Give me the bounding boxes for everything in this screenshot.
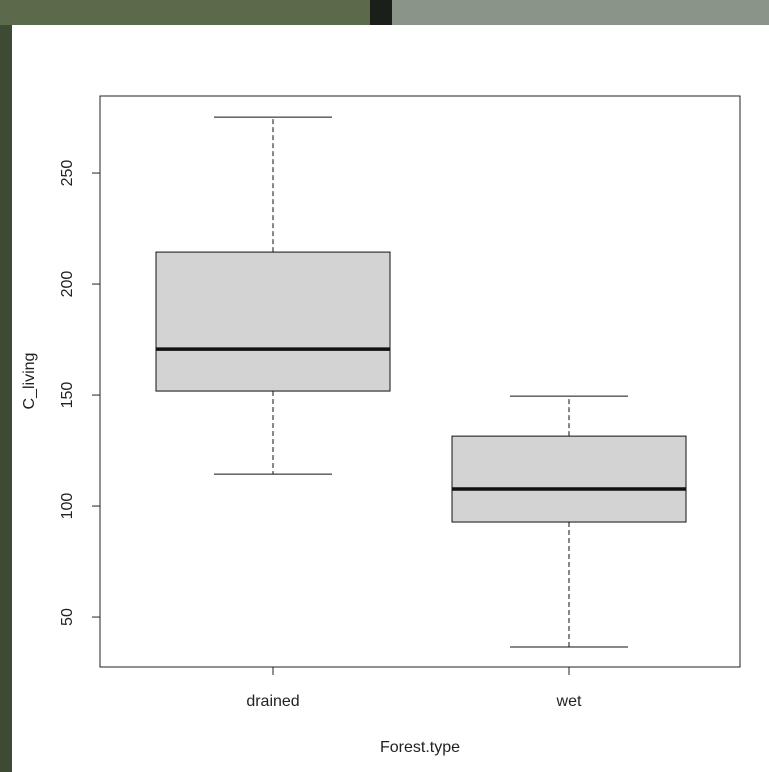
y-tick-label: 200 xyxy=(59,271,76,298)
photo-gap xyxy=(370,0,392,25)
screen: Forest.type C_living 50 100 150 200 250 drain… xyxy=(0,0,769,772)
x-tick-label: drained xyxy=(246,693,299,710)
box xyxy=(452,436,686,522)
y-tick-label: 250 xyxy=(59,160,76,187)
y-axis-label: C_living xyxy=(21,353,38,410)
chart-panel xyxy=(12,25,769,772)
photo-strip xyxy=(0,0,370,25)
y-tick-label: 50 xyxy=(59,608,76,626)
y-tick-label: 150 xyxy=(59,382,76,409)
box xyxy=(156,252,390,391)
y-tick-label: 100 xyxy=(59,493,76,520)
x-tick-label: wet xyxy=(556,693,582,710)
photo-strip xyxy=(392,0,769,25)
x-axis-label: Forest.type xyxy=(380,739,460,756)
